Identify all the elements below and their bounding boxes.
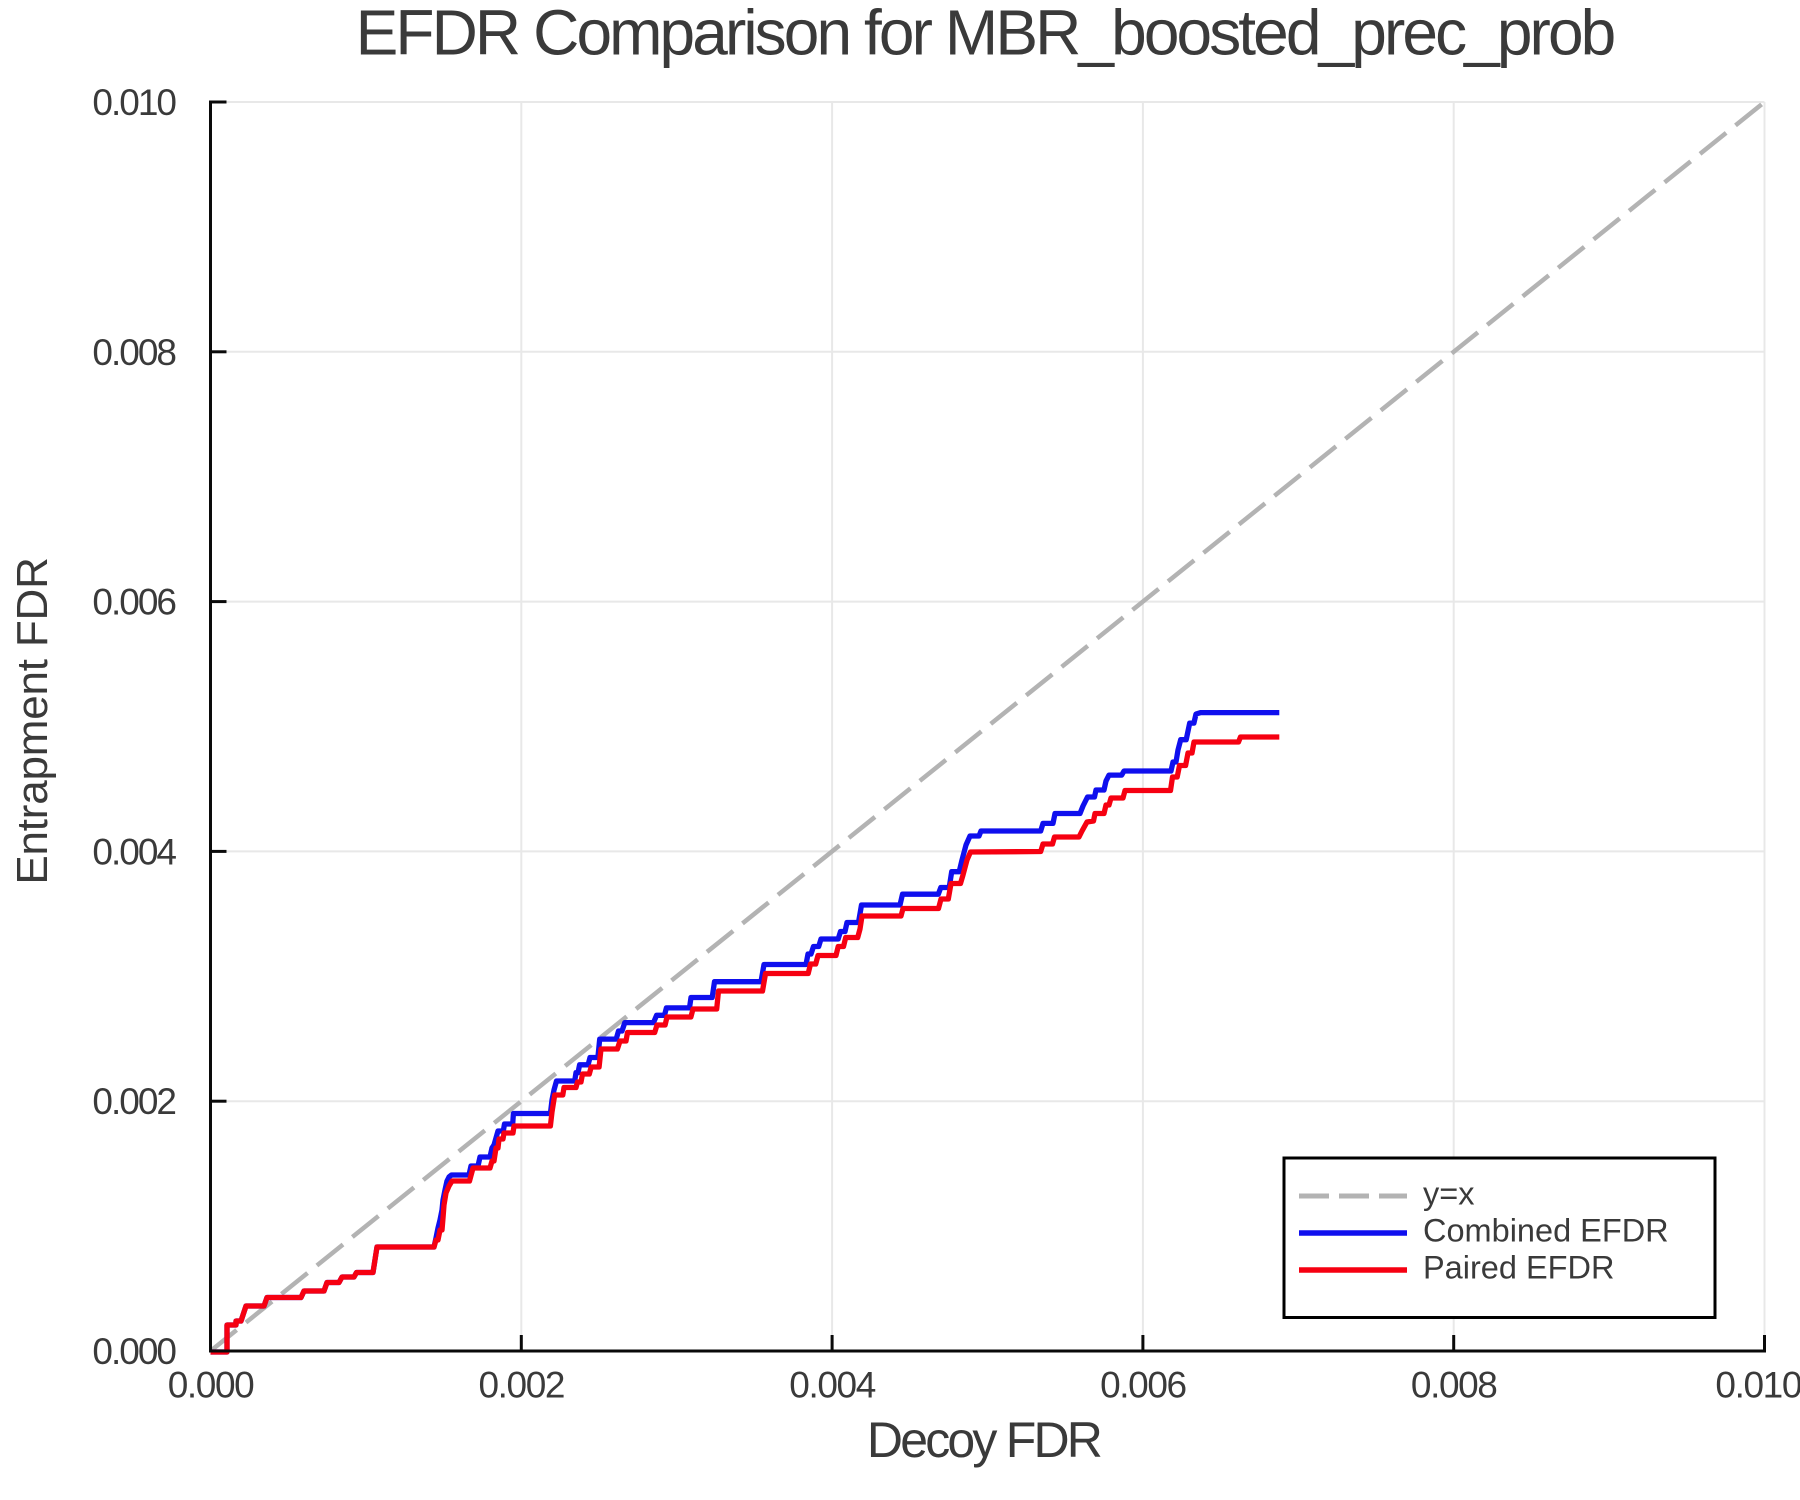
svg-text:0.002: 0.002 xyxy=(92,1081,175,1122)
svg-text:Paired EFDR: Paired EFDR xyxy=(1423,1250,1614,1286)
svg-text:Combined EFDR: Combined EFDR xyxy=(1423,1213,1669,1249)
svg-text:0.004: 0.004 xyxy=(92,831,176,872)
svg-text:0.006: 0.006 xyxy=(1100,1365,1186,1406)
svg-text:y=x: y=x xyxy=(1423,1176,1474,1212)
svg-text:0.010: 0.010 xyxy=(92,82,176,123)
svg-text:0.000: 0.000 xyxy=(92,1331,176,1372)
svg-text:0.008: 0.008 xyxy=(92,332,175,373)
svg-text:EFDR Comparison for MBR_booste: EFDR Comparison for MBR_boosted_prec_pro… xyxy=(356,0,1614,69)
svg-text:0.002: 0.002 xyxy=(479,1365,565,1406)
svg-text:0.004: 0.004 xyxy=(789,1365,875,1406)
svg-text:Decoy FDR: Decoy FDR xyxy=(867,1412,1101,1468)
svg-text:0.006: 0.006 xyxy=(92,582,175,623)
svg-text:Entrapment FDR: Entrapment FDR xyxy=(8,557,57,884)
svg-text:0.000: 0.000 xyxy=(168,1365,254,1406)
svg-text:0.008: 0.008 xyxy=(1411,1365,1497,1406)
svg-text:0.010: 0.010 xyxy=(1715,1365,1800,1406)
